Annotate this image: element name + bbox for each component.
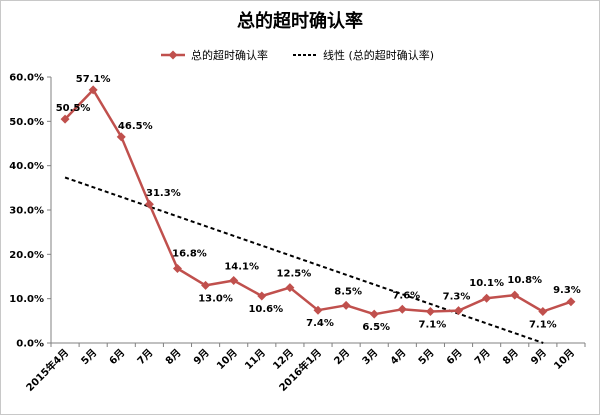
data-label: 7.6%: [392, 290, 420, 301]
y-tick-label: 10.0%: [9, 294, 44, 305]
data-label: 7.1%: [419, 320, 447, 331]
data-label: 7.3%: [443, 292, 471, 303]
data-label: 7.4%: [306, 318, 334, 329]
data-label: 12.5%: [277, 269, 312, 280]
x-tick-label: 4月: [388, 347, 408, 367]
x-tick-label: 6月: [107, 347, 127, 367]
x-tick-label: 5月: [416, 347, 436, 367]
x-tick-label: 11月: [243, 347, 268, 372]
data-point-marker: [369, 309, 379, 319]
data-point-marker: [313, 305, 323, 315]
x-tick-label: 10月: [214, 347, 239, 372]
x-tick-label: 3月: [360, 347, 380, 367]
x-tick-label: 6月: [444, 347, 464, 367]
data-label: 16.8%: [172, 249, 207, 260]
data-label: 57.1%: [76, 74, 111, 85]
chart-title: 总的超时确认率: [237, 10, 363, 32]
data-point-marker: [566, 297, 576, 307]
y-tick-label: 50.0%: [9, 117, 44, 128]
x-tick-label: 12月: [271, 347, 296, 372]
y-tick-label: 30.0%: [9, 206, 44, 217]
trendline: [64, 176, 544, 344]
data-label-layer: 50.5% 57.1% 46.5% 31.3% 16.8% 13.0% 14.1% 10.6%…: [56, 74, 581, 333]
y-tick-label: 40.0%: [9, 161, 44, 172]
data-label: 31.3%: [146, 188, 181, 199]
data-label: 10.8%: [507, 275, 542, 286]
data-point-marker: [538, 307, 548, 317]
data-point-marker: [397, 304, 407, 314]
x-tick-label: 7月: [472, 347, 492, 367]
legend: 总的超时确认率 线性 (总的超时确认率): [161, 48, 434, 62]
data-point-marker: [116, 132, 126, 142]
data-label: 50.5%: [56, 103, 91, 114]
y-tick-label: 60.0%: [9, 73, 44, 84]
data-point-marker: [229, 275, 239, 285]
data-point-marker: [172, 264, 182, 274]
data-point-marker: [201, 280, 211, 290]
data-label: 7.1%: [529, 320, 557, 331]
data-point-marker: [341, 300, 351, 310]
data-point-marker: [482, 293, 492, 303]
x-tick-label: 5月: [79, 347, 99, 367]
x-tick-label: 9月: [528, 347, 548, 367]
x-tick-label: 9月: [191, 347, 211, 367]
data-label: 10.6%: [248, 304, 283, 315]
data-point-marker: [257, 291, 267, 301]
data-label: 14.1%: [224, 261, 259, 272]
y-tick-label: 0.0%: [16, 339, 44, 350]
y-axis-ticks: 0.0% 10.0% 20.0% 30.0% 40.0% 50.0% 60.0%: [9, 73, 51, 350]
data-point-marker: [425, 307, 435, 317]
data-label: 10.1%: [469, 278, 504, 289]
x-tick-label: 2015年4月: [23, 346, 71, 394]
x-tick-label: 8月: [500, 347, 520, 367]
data-point-marker: [285, 283, 295, 293]
legend-series-marker-icon: [168, 50, 178, 60]
trendline-layer: [64, 176, 544, 344]
data-point-marker: [60, 114, 70, 124]
legend-trendline-label: 线性 (总的超时确认率): [323, 48, 434, 62]
data-point-marker: [454, 306, 464, 316]
x-tick-label: 8月: [163, 347, 183, 367]
data-label: 9.3%: [553, 285, 581, 296]
data-point-marker: [144, 199, 154, 209]
series-layer: [60, 85, 576, 319]
data-label: 46.5%: [118, 121, 153, 132]
x-tick-label: 7月: [135, 347, 155, 367]
x-tick-label: 10月: [552, 347, 577, 372]
data-label: 6.5%: [362, 322, 390, 333]
data-label: 13.0%: [198, 293, 233, 304]
data-point-marker: [88, 85, 98, 95]
x-tick-label: 2月: [332, 347, 352, 367]
data-label: 8.5%: [334, 286, 362, 297]
legend-series-label: 总的超时确认率: [191, 48, 268, 62]
y-tick-label: 20.0%: [9, 250, 44, 261]
